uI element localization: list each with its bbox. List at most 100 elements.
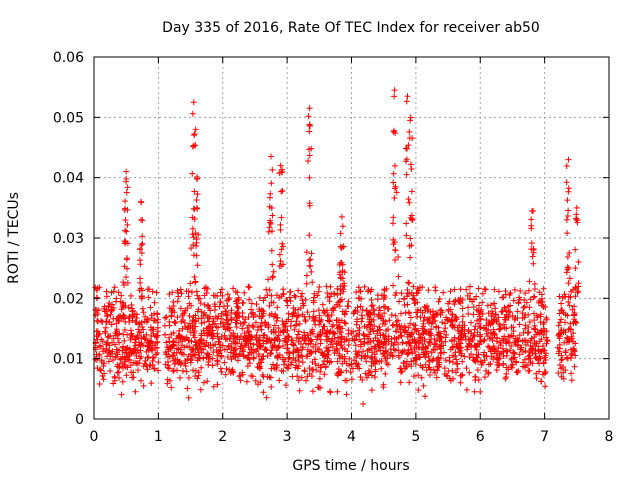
data-point	[508, 355, 515, 362]
data-point	[470, 357, 477, 364]
data-point	[392, 292, 399, 299]
data-point	[407, 314, 414, 321]
data-point	[488, 353, 495, 360]
data-point	[268, 247, 275, 254]
data-point	[299, 344, 306, 351]
data-point	[135, 326, 142, 333]
data-point	[565, 185, 572, 192]
data-point	[212, 292, 219, 299]
data-point	[483, 316, 490, 323]
data-point	[572, 319, 579, 326]
data-point	[287, 323, 294, 330]
chart-title: Day 335 of 2016, Rate Of TEC Index for r…	[162, 20, 540, 36]
data-point	[290, 310, 297, 317]
data-point	[99, 338, 106, 345]
data-point	[334, 358, 341, 365]
data-point	[174, 298, 181, 305]
data-point	[476, 341, 483, 348]
data-point	[276, 251, 283, 258]
data-point	[565, 280, 572, 287]
data-point	[306, 262, 313, 269]
data-point	[140, 382, 147, 389]
data-point	[466, 354, 473, 361]
data-point	[426, 358, 433, 365]
data-point	[407, 320, 414, 327]
data-point	[264, 291, 271, 298]
data-point	[419, 340, 426, 347]
data-point	[128, 301, 135, 308]
data-point	[543, 340, 550, 347]
data-point	[446, 298, 453, 305]
data-point	[453, 369, 459, 376]
data-point	[356, 330, 363, 337]
data-point	[523, 362, 530, 369]
data-point	[152, 340, 159, 347]
data-point	[437, 345, 444, 352]
data-point	[540, 285, 547, 292]
data-point	[380, 341, 387, 348]
data-point	[305, 157, 312, 164]
data-point	[267, 374, 274, 381]
data-point	[216, 350, 223, 357]
data-point	[343, 391, 350, 398]
data-point	[226, 295, 233, 302]
data-point	[449, 311, 456, 318]
data-point	[283, 318, 290, 325]
data-point	[475, 376, 482, 383]
data-point	[473, 354, 480, 361]
data-point	[464, 346, 471, 353]
data-point	[265, 228, 272, 235]
data-point	[503, 347, 510, 354]
data-point	[432, 317, 439, 324]
data-point	[274, 304, 281, 311]
data-point	[492, 305, 499, 312]
data-point	[358, 355, 365, 362]
data-point	[567, 354, 574, 361]
data-point	[464, 292, 471, 299]
data-point	[409, 135, 416, 142]
y-tick-label: 0.06	[53, 50, 84, 66]
data-point	[360, 348, 367, 355]
data-point	[370, 307, 377, 314]
data-point	[174, 367, 181, 374]
data-point	[407, 161, 414, 168]
data-point	[326, 293, 333, 300]
data-point	[440, 289, 447, 296]
data-point	[373, 348, 380, 355]
y-tick-label: 0.04	[53, 171, 84, 187]
data-point	[185, 394, 192, 401]
data-point	[267, 350, 274, 357]
data-point	[408, 329, 415, 336]
data-point	[497, 339, 504, 346]
data-point	[386, 317, 393, 324]
data-point	[296, 320, 303, 327]
data-point	[278, 214, 285, 221]
data-point	[103, 288, 110, 295]
data-point	[330, 321, 337, 328]
data-point	[315, 288, 322, 295]
data-point	[101, 305, 108, 312]
data-point	[449, 367, 456, 374]
data-point	[470, 332, 477, 339]
data-point	[212, 303, 219, 310]
data-point	[540, 331, 547, 338]
data-point	[152, 333, 159, 340]
data-point	[201, 319, 208, 326]
data-point	[304, 346, 311, 353]
data-point	[520, 304, 527, 311]
data-point	[573, 204, 580, 211]
data-point	[403, 232, 410, 239]
data-point	[574, 289, 581, 296]
data-point	[230, 285, 237, 292]
data-point	[196, 295, 203, 302]
data-point	[345, 341, 352, 348]
data-point	[470, 311, 477, 318]
data-point	[398, 350, 405, 357]
data-point	[392, 129, 399, 136]
data-point	[324, 307, 331, 314]
data-point	[116, 374, 123, 381]
data-point	[233, 300, 240, 307]
data-point	[258, 306, 265, 313]
data-point	[474, 367, 481, 374]
data-point	[475, 351, 482, 358]
